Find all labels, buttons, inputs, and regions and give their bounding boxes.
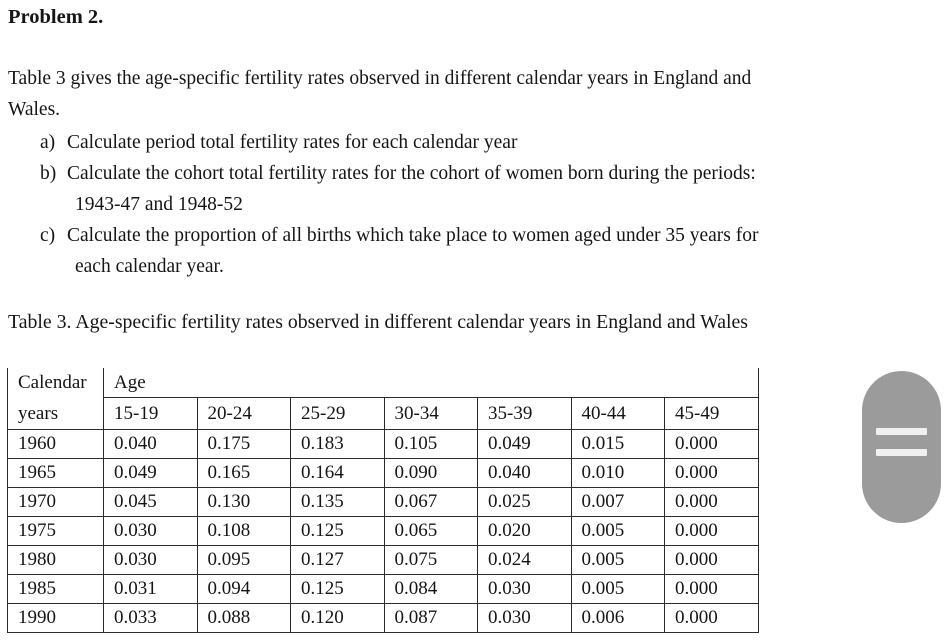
rate-cell: 0.049	[103, 458, 198, 488]
rate-cell: 0.127	[290, 545, 385, 575]
rate-cell: 0.006	[570, 603, 665, 633]
age-column-header: 15-19	[103, 397, 198, 430]
intro-paragraph: Table 3 gives the age-specific fertility…	[8, 63, 751, 125]
age-column-header: 25-29	[290, 397, 385, 430]
fertility-rates-table: Calendar years Age 15-19 20-24 25-29 30-…	[7, 368, 759, 633]
row-year-cell: 1985	[7, 574, 104, 604]
table-row: 1980 0.030 0.095 0.127 0.075 0.024 0.005…	[7, 545, 759, 575]
question-c-label: c)	[40, 225, 56, 246]
age-column-header: 20-24	[196, 397, 291, 430]
row-year-cell: 1965	[7, 458, 104, 488]
handle-line-icon	[876, 428, 927, 435]
age-column-header: 35-39	[477, 397, 572, 430]
question-a-text: Calculate period total fertility rates f…	[67, 132, 518, 153]
rate-cell: 0.165	[196, 458, 291, 488]
rate-cell: 0.090	[383, 458, 478, 488]
row-year-cell: 1960	[7, 429, 104, 459]
age-column-header: 40-44	[570, 397, 665, 430]
question-b: b) Calculate the cohort total fertility r…	[8, 158, 938, 189]
table-row: 1975 0.030 0.108 0.125 0.065 0.020 0.005…	[7, 516, 759, 546]
page-title: Problem 2.	[8, 6, 104, 28]
rate-cell: 0.049	[477, 429, 572, 459]
question-list: a) Calculate period total fertility rates…	[8, 127, 938, 282]
rate-cell: 0.030	[103, 545, 198, 575]
calendar-years-header-line2: years	[18, 403, 59, 424]
rate-cell: 0.000	[664, 516, 759, 546]
rate-cell: 0.033	[103, 603, 198, 633]
rate-cell: 0.000	[664, 574, 759, 604]
rate-cell: 0.120	[290, 603, 385, 633]
rate-cell: 0.005	[570, 545, 665, 575]
table-row: 1965 0.049 0.165 0.164 0.090 0.040 0.010…	[7, 458, 759, 488]
table-row: 1960 0.040 0.175 0.183 0.105 0.049 0.015…	[7, 429, 759, 459]
rate-cell: 0.000	[664, 458, 759, 488]
rate-cell: 0.164	[290, 458, 385, 488]
rate-cell: 0.005	[570, 574, 665, 604]
rate-cell: 0.095	[196, 545, 291, 575]
rate-cell: 0.040	[477, 458, 572, 488]
calendar-years-header-line1: Calendar	[18, 372, 87, 393]
rate-cell: 0.000	[664, 545, 759, 575]
age-group-header: Age	[103, 368, 759, 399]
table-caption: Table 3. Age-specific fertility rates ob…	[8, 311, 748, 333]
table-row: 1990 0.033 0.088 0.120 0.087 0.030 0.006…	[7, 603, 759, 633]
rate-cell: 0.024	[477, 545, 572, 575]
header-row-age-ranges: 15-19 20-24 25-29 30-34 35-39 40-44 45-4…	[8, 397, 759, 430]
question-c-continuation: each calendar year.	[75, 256, 224, 277]
rate-cell: 0.125	[290, 574, 385, 604]
row-year-cell: 1980	[7, 545, 104, 575]
rate-cell: 0.067	[383, 487, 478, 517]
rate-cell: 0.183	[290, 429, 385, 459]
rate-cell: 0.007	[570, 487, 665, 517]
rate-cell: 0.031	[103, 574, 198, 604]
rate-cell: 0.088	[196, 603, 291, 633]
rate-cell: 0.075	[383, 545, 478, 575]
row-year-cell: 1990	[7, 603, 104, 633]
calendar-years-header: Calendar years	[7, 368, 104, 430]
rate-cell: 0.030	[103, 516, 198, 546]
rate-cell: 0.030	[477, 574, 572, 604]
rate-cell: 0.015	[570, 429, 665, 459]
rate-cell: 0.105	[383, 429, 478, 459]
side-drag-handle[interactable]	[862, 371, 941, 523]
rate-cell: 0.065	[383, 516, 478, 546]
question-a-label: a)	[40, 132, 56, 153]
rate-cell: 0.130	[196, 487, 291, 517]
question-b-text: Calculate the cohort total fertility rat…	[67, 163, 756, 184]
rate-cell: 0.000	[664, 603, 759, 633]
question-c-text: Calculate the proportion of all births w…	[67, 225, 759, 246]
question-b-label: b)	[40, 163, 57, 184]
row-year-cell: 1970	[7, 487, 104, 517]
rate-cell: 0.000	[664, 429, 759, 459]
row-year-cell: 1975	[7, 516, 104, 546]
rate-cell: 0.000	[664, 487, 759, 517]
rate-cell: 0.125	[290, 516, 385, 546]
rate-cell: 0.010	[570, 458, 665, 488]
rate-cell: 0.005	[570, 516, 665, 546]
rate-cell: 0.030	[477, 603, 572, 633]
table-row: 1985 0.031 0.094 0.125 0.084 0.030 0.005…	[7, 574, 759, 604]
rate-cell: 0.175	[196, 429, 291, 459]
header-row-age: Calendar years Age	[7, 368, 759, 430]
age-column-header: 30-34	[383, 397, 478, 430]
question-c: c) Calculate the proportion of all births…	[8, 220, 938, 251]
intro-line-1: Table 3 gives the age-specific fertility…	[8, 68, 752, 89]
rate-cell: 0.094	[196, 574, 291, 604]
rate-cell: 0.040	[103, 429, 198, 459]
rate-cell: 0.020	[477, 516, 572, 546]
rate-cell: 0.135	[290, 487, 385, 517]
rate-cell: 0.025	[477, 487, 572, 517]
question-a: a) Calculate period total fertility rates…	[8, 127, 938, 158]
rate-cell: 0.045	[103, 487, 198, 517]
rate-cell: 0.087	[383, 603, 478, 633]
question-b-continuation: 1943-47 and 1948-52	[75, 194, 243, 215]
rate-cell: 0.084	[383, 574, 478, 604]
age-column-header: 45-49	[664, 397, 759, 430]
intro-line-2: Wales.	[8, 99, 61, 120]
table-row: 1970 0.045 0.130 0.135 0.067 0.025 0.007…	[7, 487, 759, 517]
handle-line-icon	[876, 449, 927, 456]
table-body: 1960 0.040 0.175 0.183 0.105 0.049 0.015…	[7, 429, 759, 633]
rate-cell: 0.108	[196, 516, 291, 546]
